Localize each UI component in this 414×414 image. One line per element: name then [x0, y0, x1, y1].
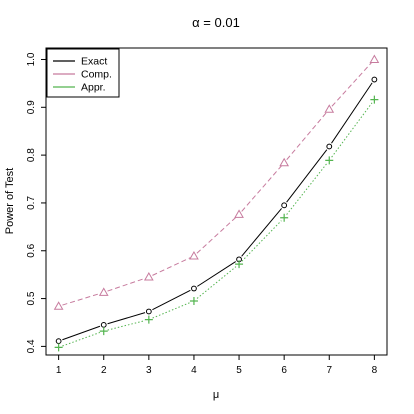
x-tick-label: 3 [146, 365, 152, 376]
x-tick-label: 7 [326, 365, 332, 376]
series-line-segment [331, 102, 373, 158]
series-line-segment [286, 163, 328, 215]
data-point [235, 260, 244, 269]
x-tick-label: 6 [281, 365, 287, 376]
data-point [370, 95, 379, 104]
series-exact [55, 76, 378, 345]
series-comp [53, 54, 380, 310]
legend-label: Appr. [81, 82, 106, 94]
series-line-segment [331, 62, 373, 107]
y-axis-label: Power of Test [4, 168, 16, 234]
series-line-segment [107, 277, 146, 292]
data-point [279, 157, 290, 167]
data-point [189, 251, 199, 260]
chart-title: α = 0.01 [192, 15, 240, 30]
data-point [98, 287, 109, 296]
series-line-segment [331, 82, 373, 144]
data-point [189, 296, 198, 305]
series-line-segment [197, 261, 236, 287]
y-tick-label: 0.4 [26, 339, 37, 353]
data-point [369, 54, 380, 63]
data-point [371, 76, 378, 83]
series-line-segment [62, 325, 101, 341]
data-point [325, 156, 334, 165]
series-line-segment [241, 208, 282, 257]
data-point [55, 338, 62, 345]
data-point [143, 272, 154, 281]
series-line-segment [152, 289, 191, 311]
data-point [234, 209, 244, 218]
x-tick-label: 2 [101, 365, 107, 376]
x-tick-label: 8 [372, 365, 378, 376]
y-tick-label: 0.9 [26, 100, 37, 114]
legend-label: Exact [81, 56, 107, 68]
series-line-segment [107, 320, 146, 331]
y-tick-label: 0.7 [26, 196, 37, 210]
legend-box [46, 48, 120, 98]
data-point [324, 104, 335, 113]
x-tick-label: 1 [56, 365, 62, 376]
data-point [54, 343, 63, 352]
series-appr [54, 95, 379, 352]
y-tick-label: 0.6 [26, 243, 37, 257]
data-point [191, 285, 197, 292]
series-line-segment [286, 149, 328, 203]
series-line-segment [62, 331, 101, 347]
series-line-segment [196, 216, 237, 254]
series-line-segment [286, 111, 328, 161]
x-tick-label: 5 [236, 365, 242, 376]
x-axis-label: μ [213, 389, 219, 401]
y-tick-label: 0.5 [26, 291, 37, 305]
data-point [100, 321, 107, 328]
series-line-segment [241, 165, 282, 212]
plot-frame [45, 47, 388, 356]
series-line-segment [241, 220, 282, 262]
series-layer [53, 54, 380, 352]
series-line-segment [152, 257, 191, 276]
data-point [144, 315, 153, 324]
data-point [99, 327, 108, 336]
series-line-segment [196, 266, 237, 299]
legend-label: Comp. [81, 69, 112, 81]
series-line-segment [62, 293, 101, 306]
series-line-segment [152, 302, 191, 319]
data-point [326, 143, 333, 150]
data-point [53, 301, 64, 310]
data-point [145, 308, 152, 315]
x-tick-label: 4 [191, 365, 197, 376]
series-line-segment [107, 312, 146, 325]
y-tick-label: 1.0 [26, 52, 37, 66]
data-point [280, 213, 289, 222]
y-tick-label: 0.8 [26, 148, 37, 162]
axes-ticks: 1 2 3 4 5 6 7 8 0.4 0.5 0.6 0.7 0.8 0.9 1.0 [26, 52, 378, 376]
data-point [281, 202, 288, 209]
